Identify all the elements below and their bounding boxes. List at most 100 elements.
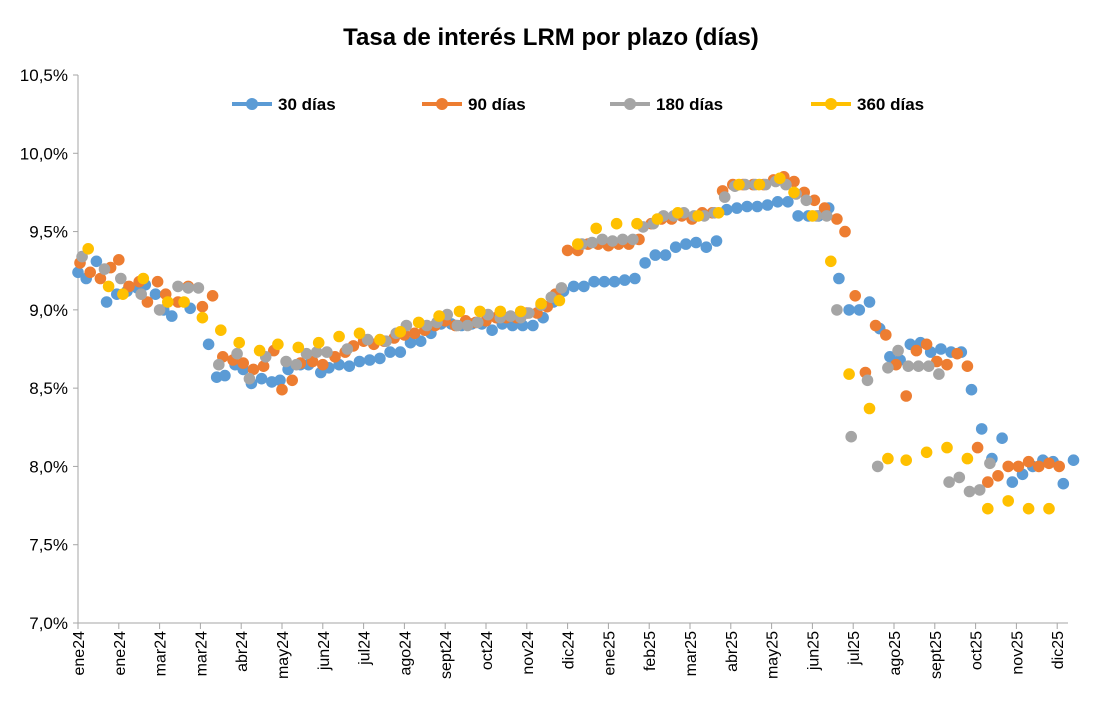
data-point — [404, 336, 417, 349]
data-point — [514, 305, 527, 318]
y-tick-label: 10,0% — [20, 144, 68, 163]
series-3 — [82, 172, 1055, 515]
data-point — [984, 457, 996, 470]
x-tick-label: dic24 — [561, 631, 578, 669]
data-point — [572, 238, 584, 250]
data-point — [553, 294, 566, 307]
data-point — [596, 233, 609, 246]
data-point — [731, 202, 743, 214]
data-point — [649, 249, 662, 261]
data-point — [839, 225, 851, 238]
data-point — [1057, 477, 1070, 490]
data-point — [690, 236, 702, 249]
data-point — [290, 358, 303, 371]
data-point — [363, 354, 376, 366]
data-point — [535, 297, 547, 310]
x-tick-label: oct25 — [969, 631, 986, 670]
data-point — [1022, 455, 1035, 468]
x-tick-label: abr24 — [234, 631, 251, 672]
data-point — [374, 333, 386, 346]
chart-title: Tasa de interés LRM por plazo (días) — [343, 24, 759, 51]
data-point — [135, 288, 147, 301]
data-point — [863, 402, 876, 415]
data-point — [845, 430, 857, 443]
x-tick-label: nov25 — [1009, 631, 1026, 675]
data-point — [1012, 460, 1025, 473]
data-point — [178, 296, 190, 308]
data-point — [912, 360, 925, 373]
data-point — [247, 363, 260, 376]
x-tick-label: ago24 — [397, 631, 414, 676]
data-point — [782, 196, 794, 208]
data-point — [880, 329, 892, 341]
data-point — [76, 250, 88, 263]
data-point — [820, 210, 833, 222]
data-point — [274, 374, 286, 387]
data-point — [800, 194, 813, 207]
data-point — [992, 470, 1004, 482]
data-point — [965, 383, 978, 396]
data-point — [680, 238, 692, 250]
data-point — [196, 311, 209, 324]
data-point — [982, 502, 994, 515]
data-point — [343, 360, 356, 373]
data-point — [616, 233, 629, 246]
data-point — [414, 335, 427, 348]
x-tick-label: jun24 — [316, 631, 333, 671]
data-point — [588, 275, 600, 288]
data-point — [90, 255, 103, 268]
data-point — [935, 343, 947, 355]
data-point — [843, 304, 855, 316]
legend-marker — [624, 98, 636, 110]
data-point — [700, 241, 713, 253]
data-point — [961, 360, 974, 373]
data-point — [213, 358, 225, 371]
data-point — [172, 280, 184, 293]
x-tick-label: sept25 — [928, 631, 945, 679]
data-point — [578, 280, 590, 293]
data-point — [196, 300, 209, 313]
data-point — [975, 423, 988, 435]
data-point — [306, 355, 319, 368]
data-point — [922, 360, 935, 373]
data-point — [276, 383, 288, 396]
series-2 — [76, 175, 996, 498]
data-point — [137, 272, 150, 285]
data-point — [202, 338, 215, 351]
data-point — [231, 347, 243, 360]
data-point — [618, 274, 631, 286]
data-point — [412, 316, 425, 329]
data-point — [72, 266, 84, 279]
data-point — [951, 347, 963, 360]
data-point — [961, 452, 974, 465]
data-point — [474, 305, 486, 318]
data-point — [853, 304, 866, 316]
x-tick-label: jun25 — [805, 631, 822, 671]
x-tick-label: oct24 — [479, 631, 496, 670]
data-point — [1006, 476, 1019, 488]
data-point — [394, 326, 407, 338]
data-point — [94, 272, 107, 285]
data-point — [82, 243, 94, 255]
data-point — [900, 390, 912, 402]
data-point — [117, 288, 129, 301]
data-point — [321, 346, 333, 358]
data-point — [825, 255, 837, 268]
x-tick-label: ene24 — [71, 631, 88, 676]
data-point — [166, 310, 178, 322]
x-tick-label: abr25 — [724, 631, 741, 672]
legend-label: 30 días — [278, 95, 336, 114]
y-tick-label: 8,5% — [29, 379, 68, 398]
data-point — [920, 446, 933, 459]
legend-marker — [436, 98, 448, 110]
data-point — [771, 196, 784, 208]
data-point — [102, 280, 115, 293]
data-point — [639, 257, 651, 269]
data-point — [451, 319, 464, 332]
data-point — [353, 327, 366, 340]
data-point — [788, 186, 800, 199]
data-point — [774, 172, 786, 185]
y-tick-label: 7,5% — [29, 536, 68, 555]
